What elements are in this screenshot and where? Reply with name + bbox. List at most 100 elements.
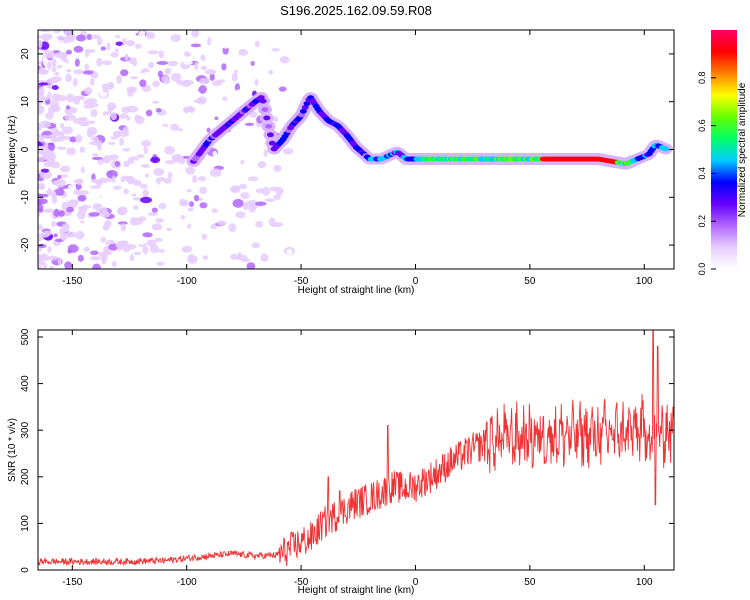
spectrogram-noise-blob xyxy=(187,207,194,212)
spectrogram-noise-blob xyxy=(280,78,289,85)
spectrogram-noise-blob xyxy=(143,145,148,155)
spectrogram-noise-blob xyxy=(39,136,44,143)
spectrogram-noise-blob xyxy=(51,101,60,108)
spectrogram-noise-blob xyxy=(58,210,65,217)
snr-y-tick-label: 200 xyxy=(20,468,31,485)
spectrogram-noise-blob xyxy=(232,198,244,208)
spectrogram-noise-blob xyxy=(172,248,178,253)
spectrogram-noise-blob xyxy=(230,142,237,152)
spectrogram-noise-blob xyxy=(122,147,131,152)
spectrogram-noise-blob xyxy=(142,245,149,255)
snr-axes: -150 -100 -50 0 50 100 0 100 200 300 400 500 xyxy=(20,328,674,588)
snr-y-tick-label: 300 xyxy=(20,421,31,438)
spectrogram-noise-blob xyxy=(173,241,183,246)
spectrogram-noise-blob xyxy=(240,159,245,165)
spectrogram-noise-blob xyxy=(164,67,172,75)
spectrogram-noise-blob xyxy=(181,245,193,253)
spectrogram-noise-blob xyxy=(141,163,151,169)
spectrogram-noise-blob xyxy=(39,184,45,190)
spectrogram-noise-blob xyxy=(274,229,283,237)
spectrogram-noise-blob xyxy=(204,69,217,75)
spectrogram-noise-blob xyxy=(89,239,97,244)
spectrogram-noise-blob xyxy=(95,180,102,186)
spectrogram-noise-blob xyxy=(129,254,135,262)
spectrogram-noise-blob xyxy=(38,106,44,116)
spectrogram-noise-blob xyxy=(72,95,81,105)
spectrogram-noise-blob xyxy=(211,208,218,214)
spectrogram-noise-blob xyxy=(120,178,126,183)
spectrogram-noise-blob xyxy=(92,205,100,210)
spectrogram-noise-blob xyxy=(214,116,219,120)
spectrogram-noise-blob xyxy=(149,116,156,124)
spectrogram-noise-blob xyxy=(160,126,168,132)
spectrogram-noise-blob xyxy=(187,255,198,264)
spectrogram-noise-blob xyxy=(46,255,58,261)
spectrogram-noise-blob xyxy=(60,165,71,173)
spectrogram-noise-blob xyxy=(89,140,98,146)
spectrogram-noise-blob xyxy=(51,220,57,228)
spectrogram-noise-blob xyxy=(51,58,57,68)
spectrogram-noise-blob xyxy=(123,188,129,195)
spectrogram-noise-blob xyxy=(211,80,223,87)
spectrogram-noise-blob xyxy=(38,156,45,163)
spectrogram-noise-blob xyxy=(184,51,190,57)
spectrogram-noise-blob xyxy=(191,30,200,38)
colorbar-tick-label: 0.2 xyxy=(697,215,707,228)
spectrogram-noise-blob xyxy=(177,157,186,165)
spectrogram-noise-blob xyxy=(87,126,98,136)
spectrogram-noise-blob xyxy=(56,35,64,40)
spectrogram-noise-blob xyxy=(97,159,104,165)
spectrogram-noise-blob xyxy=(268,217,276,227)
spectrogram-noise-blob xyxy=(248,203,257,213)
spectrogram-noise-blob xyxy=(210,223,218,230)
spectrogram-noise-blob xyxy=(40,121,51,129)
spectrogram-noise-blob xyxy=(103,154,111,164)
spectrogram-x-tick-label: -100 xyxy=(177,276,197,287)
spectrogram-noise-blob xyxy=(145,31,155,40)
spectrogram-noise-blob xyxy=(147,212,158,216)
spectrogram-noise-blob xyxy=(38,72,48,81)
spectrogram-noise-blob xyxy=(38,82,48,86)
spectrogram-noise-blob xyxy=(131,193,137,197)
spectrogram-noise-blob xyxy=(51,66,57,73)
spectrogram-noise-blob xyxy=(53,188,65,196)
spectrogram-noise-blob xyxy=(38,224,43,231)
spectrogram-noise-blob xyxy=(66,105,71,110)
spectrogram-noise-blob xyxy=(193,194,200,202)
spectrogram-noise-blob xyxy=(92,71,99,79)
spectrogram-noise-blob xyxy=(80,166,85,174)
spectrogram-noise-blob xyxy=(59,232,68,241)
spectrogram-noise-blob xyxy=(170,123,179,131)
spectrogram-noise-blob xyxy=(121,38,127,45)
spectrogram-noise-blob xyxy=(170,72,182,82)
spectrogram-noise-blob xyxy=(84,49,96,53)
spectrogram-noise-blob xyxy=(161,75,170,83)
spectrogram-noise-blob xyxy=(38,198,48,205)
spectrogram-noise-blob xyxy=(200,54,206,62)
spectrogram-noise-blob xyxy=(210,54,219,58)
spectrogram-noise-blob xyxy=(242,203,249,211)
spectrogram-ridge-blob xyxy=(298,112,306,118)
spectrogram-noise-blob xyxy=(136,154,145,159)
spectrogram-noise-blob xyxy=(126,40,136,47)
spectrogram-noise-blob xyxy=(236,254,248,261)
spectrogram-noise-blob xyxy=(222,242,228,248)
spectrogram-noise-blob xyxy=(85,97,98,105)
spectrogram-noise-blob xyxy=(128,57,135,65)
spectrogram-noise-blob xyxy=(50,190,57,198)
spectrogram-noise-blob xyxy=(202,255,209,260)
spectrogram-noise-blob xyxy=(136,239,146,245)
spectrogram-noise-blob xyxy=(263,149,268,157)
spectrogram-noise-blob xyxy=(167,60,179,67)
spectrogram-x-tick-label: 50 xyxy=(524,276,536,287)
spectrogram-noise-blob xyxy=(158,248,166,253)
spectrogram-noise-blob xyxy=(90,250,99,256)
spectrogram-noise-blob xyxy=(178,128,183,132)
spectrogram-noise-blob xyxy=(198,77,210,85)
spectrogram-noise-blob xyxy=(132,205,139,210)
spectrogram-noise-blob xyxy=(180,99,192,108)
spectrogram-noise-blob xyxy=(139,79,147,88)
spectrogram-noise-blob xyxy=(200,65,207,70)
